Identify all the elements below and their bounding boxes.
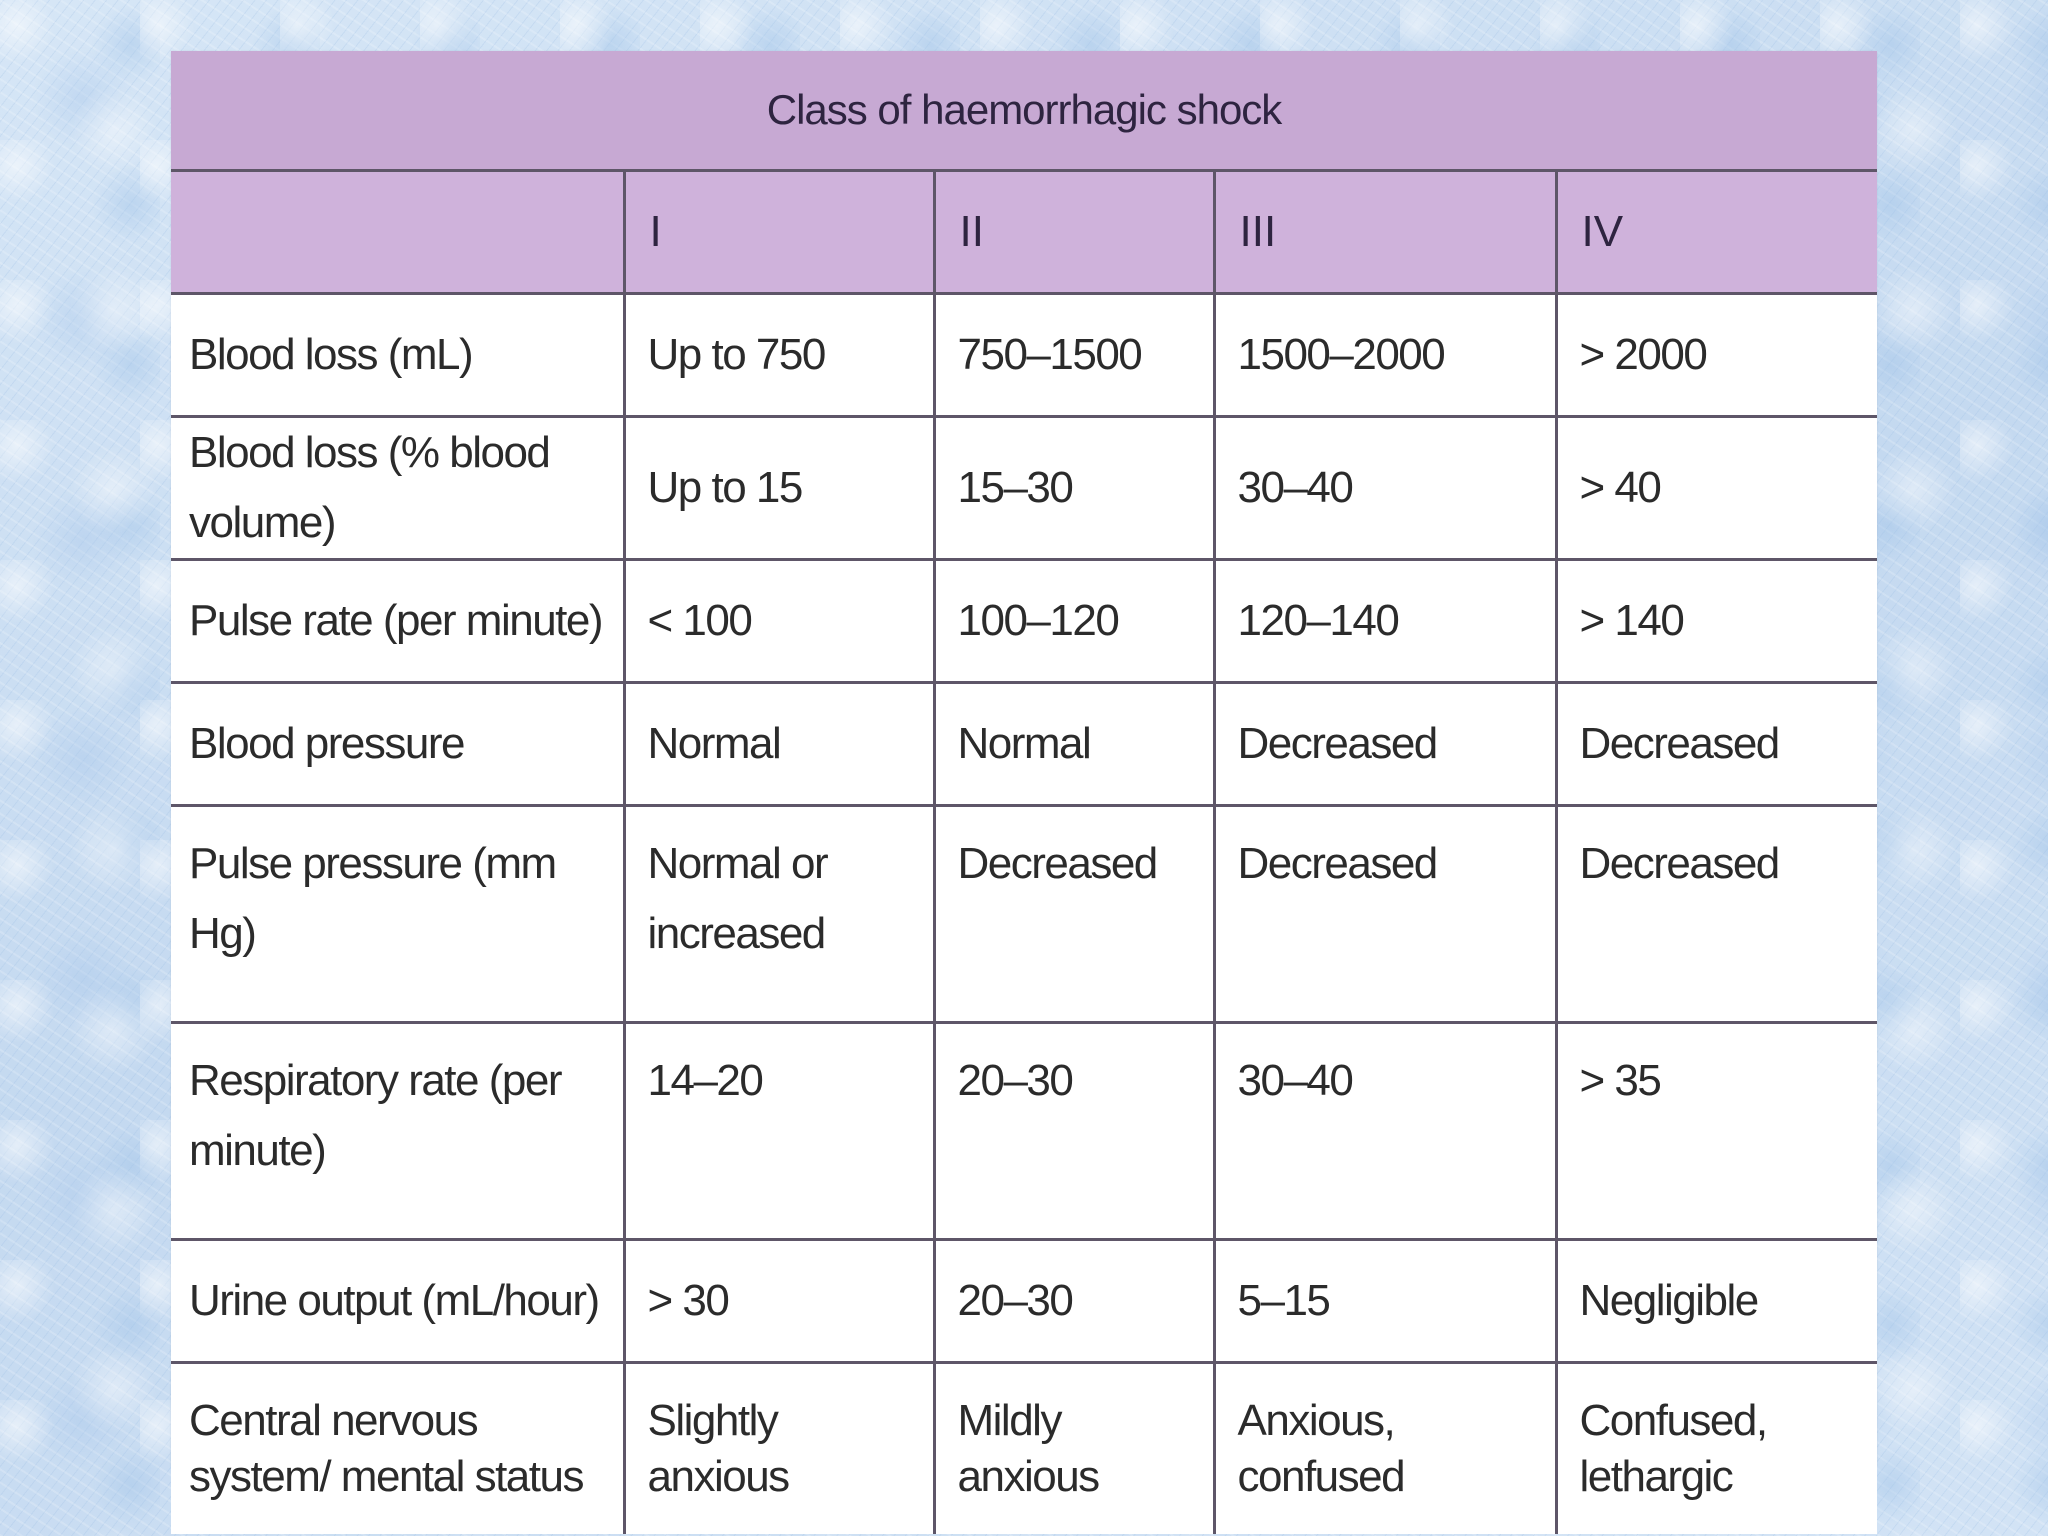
table-cell: 20–30: [932, 1022, 1214, 1241]
row-label: Central nervous system/ mental status: [171, 1362, 624, 1534]
table-cell: Decreased: [1212, 682, 1556, 807]
table-cell: 30–40: [1212, 1022, 1556, 1241]
table-cell: 20–30: [932, 1239, 1214, 1364]
table-cell: 14–20: [622, 1022, 934, 1241]
row-label: Blood pressure: [171, 682, 624, 807]
class-header-row: I II III IV: [171, 170, 1878, 295]
table-row-blood-loss-percent: Blood loss (% blood volume) Up to 15 15–…: [171, 416, 1878, 561]
header-class-iv: IV: [1554, 170, 1878, 295]
table-row-blood-loss-ml: Blood loss (mL) Up to 750 750–1500 1500–…: [171, 293, 1878, 418]
row-label: Respiratory rate (per minute): [171, 1022, 624, 1241]
table-cell: > 2000: [1554, 293, 1878, 418]
table-cell: Decreased: [1554, 682, 1878, 807]
row-label: Blood loss (mL): [171, 293, 624, 418]
header-class-i: I: [622, 170, 934, 295]
table-row-mental-status: Central nervous system/ mental status Sl…: [171, 1362, 1878, 1534]
row-label: Pulse pressure (mm Hg): [171, 805, 624, 1024]
table-cell: Mildly anxious: [932, 1362, 1214, 1534]
table-cell: Decreased: [1554, 805, 1878, 1024]
table-cell: Confused, lethargic: [1554, 1362, 1878, 1534]
table-cell: 1500–2000: [1212, 293, 1556, 418]
table-row-pulse-rate: Pulse rate (per minute) < 100 100–120 12…: [171, 559, 1878, 684]
table-cell: Decreased: [1212, 805, 1556, 1024]
table-cell: > 40: [1554, 416, 1878, 561]
table-cell: 15–30: [932, 416, 1214, 561]
table-cell: > 35: [1554, 1022, 1878, 1241]
header-class-iii: III: [1212, 170, 1556, 295]
table-cell: Normal or increased: [622, 805, 934, 1024]
shock-classification-table: Class of haemorrhagic shock I II III IV …: [171, 51, 1878, 1534]
table-cell: 100–120: [932, 559, 1214, 684]
table-cell: Up to 15: [622, 416, 934, 561]
table-row-respiratory-rate: Respiratory rate (per minute) 14–20 20–3…: [171, 1022, 1878, 1241]
table-cell: Normal: [932, 682, 1214, 807]
row-label: Blood loss (% blood volume): [171, 416, 624, 561]
table-row-blood-pressure: Blood pressure Normal Normal Decreased D…: [171, 682, 1878, 807]
header-class-ii: II: [932, 170, 1214, 295]
table-cell: 5–15: [1212, 1239, 1556, 1364]
table-row-pulse-pressure: Pulse pressure (mm Hg) Normal or increas…: [171, 805, 1878, 1024]
header-blank-cell: [171, 170, 624, 295]
table-cell: 30–40: [1212, 416, 1556, 561]
table-title: Class of haemorrhagic shock: [171, 51, 1878, 172]
row-label: Urine output (mL/hour): [171, 1239, 624, 1364]
table-cell: 750–1500: [932, 293, 1214, 418]
table-cell: > 30: [622, 1239, 934, 1364]
table-title-row: Class of haemorrhagic shock: [171, 51, 1878, 172]
table-cell: Up to 750: [622, 293, 934, 418]
table-cell: < 100: [622, 559, 934, 684]
table-cell: > 140: [1554, 559, 1878, 684]
shock-classification-table-container: Class of haemorrhagic shock I II III IV …: [171, 51, 1878, 1534]
table-cell: Decreased: [932, 805, 1214, 1024]
row-label: Pulse rate (per minute): [171, 559, 624, 684]
table-cell: Slightly anxious: [622, 1362, 934, 1534]
table-row-urine-output: Urine output (mL/hour) > 30 20–30 5–15 N…: [171, 1239, 1878, 1364]
table-cell: Anxious, confused: [1212, 1362, 1556, 1534]
table-cell: 120–140: [1212, 559, 1556, 684]
table-cell: Negligible: [1554, 1239, 1878, 1364]
table-cell: Normal: [622, 682, 934, 807]
